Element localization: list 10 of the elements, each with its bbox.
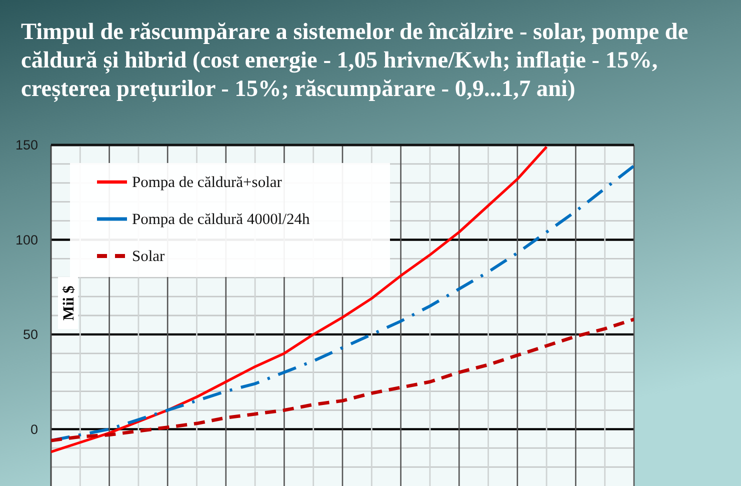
chart-title: Timpul de răscumpărare a sistemelor de încălzire - solar, pompe de căldură și hibrid (cost energie - 1,05 hrivne/Kwh; inflație - 15%, creșterea prețurilor - 15%; răscumpărare - 0,9...1,7 ani) <box>21 19 688 102</box>
y-tick-label: 150 <box>15 138 38 153</box>
legend-label: Pompa de căldură 4000l/24h <box>132 211 310 228</box>
legend-label: Solar <box>132 248 166 265</box>
y-axis-title: Mii $ <box>60 285 78 320</box>
line-series <box>51 146 548 454</box>
legend-label: Pompa de căldură+solar <box>132 174 283 191</box>
y-tick-label: 50 <box>22 327 38 342</box>
y-tick-label: 0 <box>30 422 38 437</box>
y-tick-label: 100 <box>15 232 38 248</box>
